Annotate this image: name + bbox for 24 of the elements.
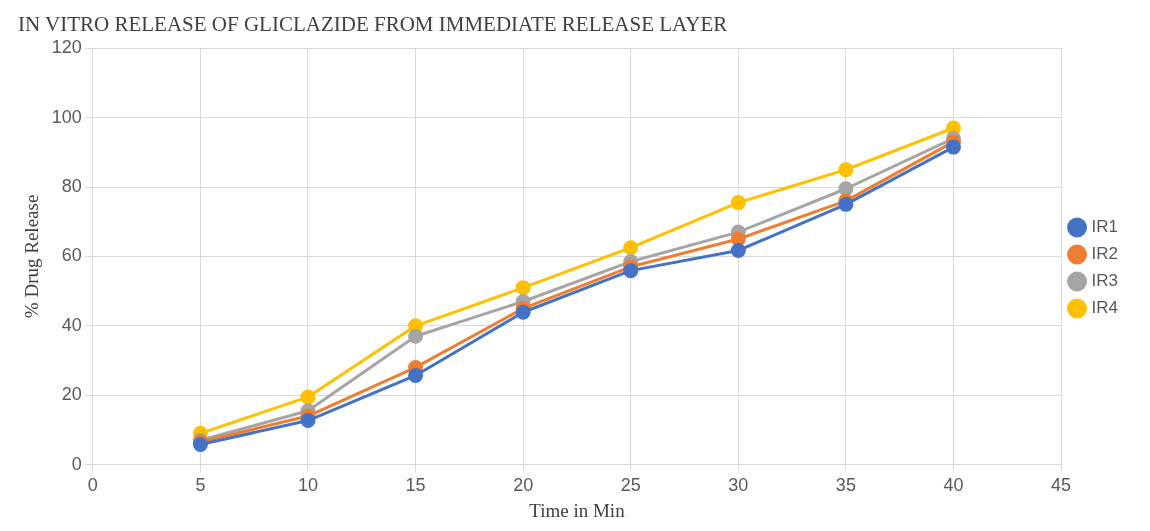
x-tick-label: 35 [835, 475, 856, 496]
x-tick-label: 25 [620, 475, 641, 496]
y-tick-label: 0 [71, 453, 82, 474]
legend-label: IR2 [1091, 244, 1119, 264]
y-tick-label: 60 [61, 245, 82, 266]
x-tick-label: 20 [513, 475, 534, 496]
chart-title: IN VITRO RELEASE OF GLICLAZIDE FROM IMMEDIATE RELEASE LAYER [18, 12, 728, 37]
x-tick-label: 0 [87, 475, 98, 496]
y-tick-label: 40 [61, 314, 82, 335]
y-tick-label: 20 [61, 384, 82, 405]
x-tick-label: 45 [1051, 475, 1072, 496]
x-tick-label: 30 [728, 475, 749, 496]
x-tick-label: 15 [405, 475, 426, 496]
y-tick-label: 120 [51, 37, 82, 58]
legend-label: IR3 [1091, 271, 1119, 291]
legend-label: IR4 [1091, 298, 1119, 318]
x-axis-title: Time in Min [529, 499, 626, 521]
x-tick-label: 40 [943, 475, 964, 496]
y-tick-label: 100 [51, 106, 82, 127]
x-tick-label: 10 [297, 475, 319, 496]
legend-label: IR1 [1091, 217, 1119, 237]
x-tick-label: 5 [195, 475, 206, 496]
y-tick-label: 80 [61, 175, 82, 196]
y-axis-title: % Drug Release [21, 194, 43, 319]
